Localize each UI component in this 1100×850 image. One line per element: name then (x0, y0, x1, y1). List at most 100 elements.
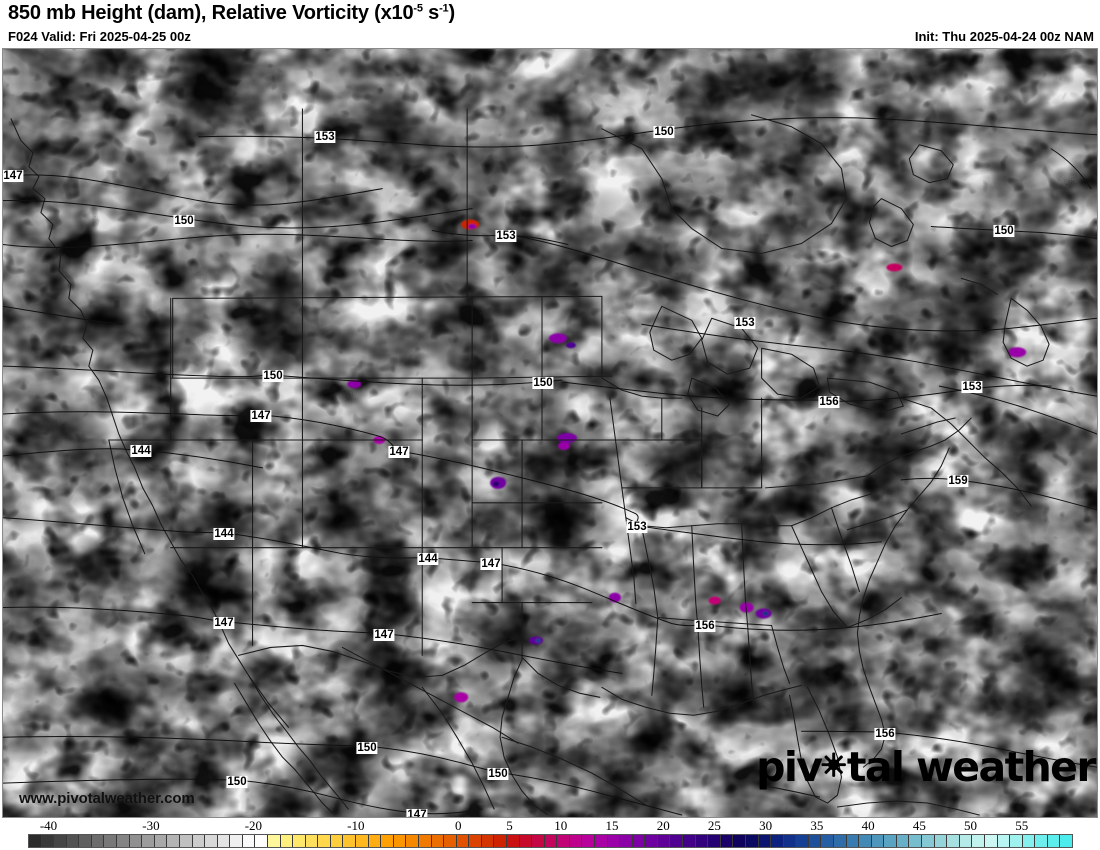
colorbar-cell (267, 835, 281, 847)
colorbar-tick-labels: -40 -30 -20 -10 0 5 10 15 20 25 30 35 40 45 50 55 (0, 818, 1100, 833)
colorbar-cell (846, 835, 860, 847)
colorbar-cell (557, 835, 570, 847)
colorbar-cell (708, 835, 721, 847)
map-canvas[interactable] (3, 49, 1097, 817)
colorbar-tick: 0 (455, 818, 462, 833)
vorticity-field-render (3, 49, 1097, 817)
colorbar-cell (934, 835, 948, 847)
colorbar-cell (142, 835, 155, 847)
vorticity-maxima (347, 219, 1027, 703)
colorbar-cell (695, 835, 709, 847)
colorbar-tick: -30 (142, 818, 160, 833)
colorbar-cell (318, 835, 331, 847)
colorbar-cell (29, 835, 42, 847)
colorbar-cell (808, 835, 822, 847)
colorbar-cell (129, 835, 143, 847)
logo-text-part1: piv (756, 743, 823, 791)
colorbar-cell (154, 835, 168, 847)
colorbar-cell (670, 835, 684, 847)
colorbar-tick: 55 (1015, 818, 1029, 833)
colorbar-cell (519, 835, 533, 847)
colorbar-cell (783, 835, 797, 847)
colorbar-cell (922, 835, 935, 847)
colorbar-cell (418, 835, 432, 847)
page-title-suffix: ) (448, 2, 455, 24)
logo-text-part2: tal weather (846, 743, 1097, 791)
page-title-exponent-1: -5 (413, 2, 423, 15)
colorbar-cell (393, 835, 407, 847)
header: 850 mb Height (dam), Relative Vorticity … (0, 0, 1100, 48)
colorbar-tick: 20 (656, 818, 670, 833)
colorbar-cell (255, 835, 268, 847)
colorbar-cell (796, 835, 809, 847)
colorbar-cell (469, 835, 482, 847)
colorbar-cell (821, 835, 834, 847)
colorbar-cell (280, 835, 294, 847)
colorbar-cell (582, 835, 596, 847)
colorbar-cell (745, 835, 759, 847)
colorbar-cell (1060, 835, 1072, 847)
colorbar-cell (242, 835, 256, 847)
colorbar-cell (771, 835, 784, 847)
colorbar-cell (1022, 835, 1036, 847)
colorbar-cell (620, 835, 633, 847)
colorbar-cell (720, 835, 734, 847)
colorbar-cell (909, 835, 923, 847)
colorbar-cell (506, 835, 520, 847)
colorbar-cell (192, 835, 206, 847)
colorbar-tick: -20 (244, 818, 263, 833)
colorbar-cell (632, 835, 646, 847)
colorbar-cell (456, 835, 470, 847)
valid-time-label: F024 Valid: Fri 2025-04-25 00z (8, 29, 191, 44)
page-title-prefix: 850 mb Height (dam), Relative Vorticity … (8, 2, 414, 24)
page-title-mid: s (422, 2, 440, 24)
colorbar-cell (984, 835, 998, 847)
colorbar-cell (959, 835, 973, 847)
colorbar-cell (179, 835, 193, 847)
colorbar-cell (481, 835, 495, 847)
colorbar-cell (683, 835, 696, 847)
colorbar-cell (569, 835, 583, 847)
colorbar-tick: 10 (554, 818, 568, 833)
colorbar-cell (657, 835, 671, 847)
colorbar-cell (79, 835, 92, 847)
colorbar-tick: 50 (964, 818, 978, 833)
colorbar-cell (871, 835, 885, 847)
colorbar-cell (230, 835, 243, 847)
colorbar-cell (645, 835, 658, 847)
colorbar-tick: 35 (810, 818, 824, 833)
colorbar-cell (997, 835, 1011, 847)
colorbar-cell (330, 835, 344, 847)
colorbar-cell (544, 835, 558, 847)
colorbar-cell (205, 835, 218, 847)
colorbar-cell (595, 835, 608, 847)
colorbar-cell (834, 835, 847, 847)
colorbar-cell (1010, 835, 1023, 847)
colorbar-tick: 30 (759, 818, 773, 833)
colorbar-cell (896, 835, 910, 847)
colorbar-cell (1035, 835, 1048, 847)
colorbar-tick: 40 (861, 818, 875, 833)
colorbar-cell (947, 835, 960, 847)
colorbar-tick: 15 (605, 818, 619, 833)
colorbar-cell (91, 835, 105, 847)
colorbar-cell (305, 835, 319, 847)
colorbar-cell (356, 835, 369, 847)
site-url-watermark: www.pivotalweather.com (19, 790, 195, 807)
colorbar-cell (293, 835, 306, 847)
colorbar-cell (884, 835, 897, 847)
colorbar-cell (972, 835, 985, 847)
colorbar-cell (607, 835, 621, 847)
colorbar-panel: -40 -30 -20 -10 0 5 10 15 20 25 30 35 40 45 50 55 (0, 818, 1100, 850)
colorbar-tick: 5 (506, 818, 513, 833)
colorbar-cell (532, 835, 545, 847)
map-panel[interactable]: 147 153 150 150 153 150 153 150 150 153 156 147 147 1… (2, 48, 1098, 818)
page-title-exponent-2: -1 (439, 2, 449, 15)
height-contours (3, 117, 1097, 816)
colorbar-tick: -40 (39, 818, 58, 833)
colorbar-tick: 25 (707, 818, 721, 833)
colorbar-cell (343, 835, 357, 847)
colorbar-cell (217, 835, 231, 847)
colorbar-cell (494, 835, 507, 847)
